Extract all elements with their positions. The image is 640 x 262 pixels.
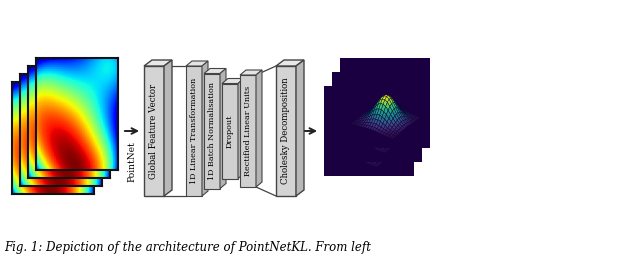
Text: Rectified Linear Units: Rectified Linear Units (244, 86, 252, 176)
Text: Cholesky Decomposition: Cholesky Decomposition (282, 78, 291, 184)
Polygon shape (256, 70, 262, 187)
Polygon shape (186, 66, 202, 196)
Polygon shape (222, 84, 238, 178)
Polygon shape (144, 60, 172, 66)
Polygon shape (240, 75, 256, 187)
Polygon shape (204, 68, 226, 74)
Polygon shape (186, 61, 208, 66)
Text: PointNet: PointNet (127, 141, 136, 182)
Text: Fig. 1: Depiction of the architecture of PointNetKL. From left: Fig. 1: Depiction of the architecture of… (4, 241, 371, 254)
Text: Dropout: Dropout (226, 114, 234, 148)
Text: 1D Linear Transformation: 1D Linear Transformation (190, 78, 198, 184)
Polygon shape (276, 66, 296, 196)
Text: 1D Batch Normalisation: 1D Batch Normalisation (208, 82, 216, 180)
Polygon shape (202, 61, 208, 196)
Polygon shape (296, 60, 304, 196)
Polygon shape (238, 79, 244, 178)
Polygon shape (164, 60, 172, 196)
Polygon shape (276, 60, 304, 66)
Polygon shape (144, 66, 164, 196)
Text: Global Feature Vector: Global Feature Vector (150, 83, 159, 179)
Polygon shape (240, 70, 262, 75)
Polygon shape (222, 79, 244, 84)
Polygon shape (220, 68, 226, 188)
Polygon shape (204, 74, 220, 188)
